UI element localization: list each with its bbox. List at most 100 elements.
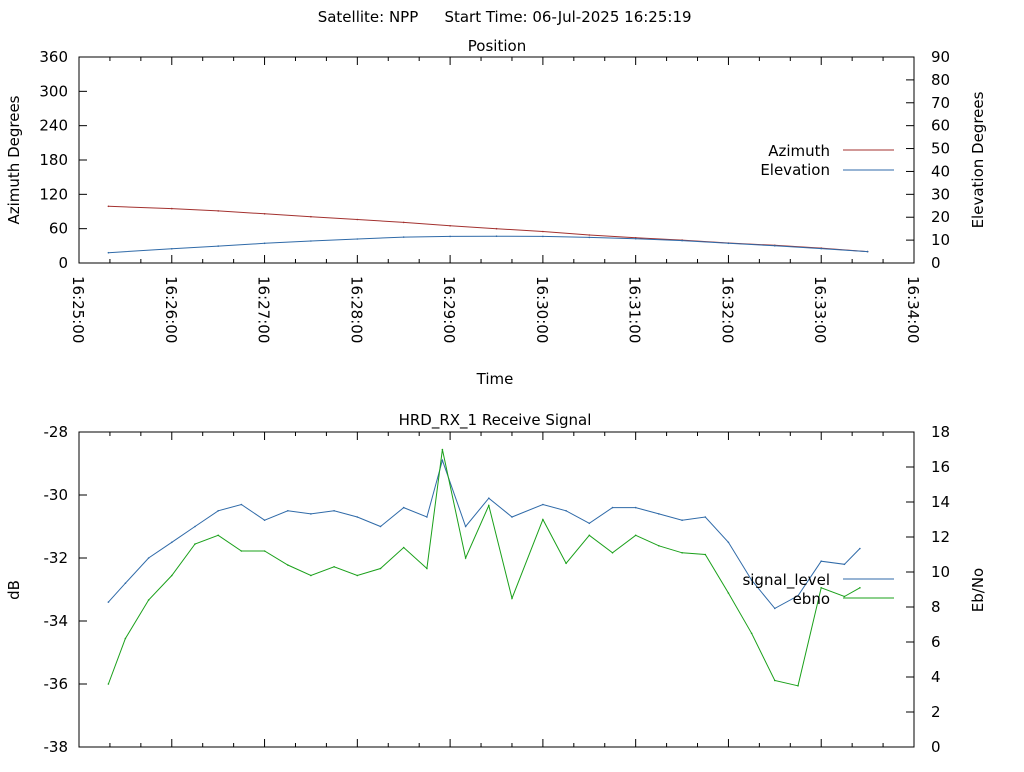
data-point-Elevation xyxy=(681,239,683,242)
data-point-Azimuth xyxy=(449,225,451,227)
x-tick-label: 16:27:00 xyxy=(255,276,273,343)
data-point-Azimuth xyxy=(356,218,359,221)
ebno-axis-label: Eb/No xyxy=(969,568,987,612)
data-point-Elevation xyxy=(263,242,266,245)
data-point-Elevation xyxy=(542,235,544,238)
y2-tick-label: 80 xyxy=(931,71,950,89)
series-line-signal_level xyxy=(108,458,861,610)
data-point-signal_level xyxy=(750,579,753,581)
data-point-ebno xyxy=(797,685,799,687)
data-point-ebno xyxy=(217,534,219,537)
y2-tick-label: 10 xyxy=(931,563,950,581)
x-tick-label: 16:34:00 xyxy=(904,276,922,343)
x-tick-label: 16:31:00 xyxy=(626,276,644,343)
data-point-Elevation xyxy=(634,237,637,240)
y2-tick-label: 60 xyxy=(931,117,950,135)
y-tick-label: -32 xyxy=(44,549,69,567)
y2-tick-label: 0 xyxy=(931,254,941,272)
position-series xyxy=(107,205,869,254)
data-point-signal_level xyxy=(356,516,359,518)
position-axes: 0 60 120 180 240 300 360 0 10 20 30 40 50 60 70 80 90 16:… xyxy=(39,48,950,343)
x-tick-label: 16:26:00 xyxy=(162,276,180,343)
data-point-Elevation xyxy=(356,238,359,240)
data-point-Elevation xyxy=(727,242,730,245)
data-point-ebno xyxy=(356,574,359,577)
satellite-label: Satellite: NPP xyxy=(318,8,419,26)
y-tick-label: 0 xyxy=(58,254,68,272)
y2-tick-label: 16 xyxy=(931,458,950,476)
data-point-ebno xyxy=(379,567,382,570)
y2-tick-label: 8 xyxy=(931,598,941,616)
data-point-ebno xyxy=(611,552,614,554)
data-point-ebno xyxy=(859,587,861,589)
data-point-ebno xyxy=(240,550,243,552)
x-tick-label: 16:28:00 xyxy=(347,276,365,343)
data-point-ebno xyxy=(750,632,753,635)
data-point-signal_level xyxy=(464,525,467,528)
data-point-signal_level xyxy=(681,519,683,521)
data-point-signal_level xyxy=(634,506,637,509)
data-point-ebno xyxy=(588,534,591,537)
y2-tick-label: 50 xyxy=(931,140,950,158)
data-point-signal_level xyxy=(333,510,335,512)
y2-tick-label: 18 xyxy=(931,423,950,441)
y-tick-label: 300 xyxy=(39,82,68,100)
data-point-signal_level xyxy=(441,459,444,462)
y2-tick-label: 14 xyxy=(931,493,950,511)
data-point-signal_level xyxy=(797,595,799,597)
y2-tick-label: 10 xyxy=(931,231,950,249)
elevation-axis-label: Elevation Degrees xyxy=(969,91,987,228)
data-point-signal_level xyxy=(147,557,150,559)
signal-legend: signal_level ebno xyxy=(742,571,894,608)
y2-tick-label: 70 xyxy=(931,94,950,112)
data-point-signal_level xyxy=(194,525,196,528)
y2-tick-label: 6 xyxy=(931,633,941,651)
data-point-signal_level xyxy=(820,560,822,562)
data-point-ebno xyxy=(287,564,289,566)
data-point-ebno xyxy=(565,562,567,565)
legend-azimuth-label: Azimuth xyxy=(768,142,830,160)
legend-elevation-label: Elevation xyxy=(760,161,830,179)
data-point-Azimuth xyxy=(171,207,173,210)
data-point-Azimuth xyxy=(542,230,544,233)
data-point-Elevation xyxy=(217,245,219,247)
y-tick-label: -38 xyxy=(44,738,69,756)
data-point-Elevation xyxy=(495,235,498,237)
y-tick-label: -30 xyxy=(44,486,69,504)
y2-tick-label: 2 xyxy=(931,703,941,721)
data-point-Azimuth xyxy=(310,215,312,218)
y-tick-label: 120 xyxy=(39,185,68,203)
data-point-ebno xyxy=(843,595,846,598)
data-point-signal_level xyxy=(658,513,660,515)
data-point-ebno xyxy=(464,557,467,559)
azimuth-axis-label: Azimuth Degrees xyxy=(5,95,23,224)
x-tick-label: 16:33:00 xyxy=(811,276,829,343)
data-point-signal_level xyxy=(124,582,127,584)
data-point-signal_level xyxy=(171,541,173,544)
y2-tick-label: 30 xyxy=(931,185,950,203)
data-point-ebno xyxy=(333,566,335,568)
data-point-ebno xyxy=(681,552,683,554)
signal-plot-frame xyxy=(78,431,915,748)
data-point-ebno xyxy=(658,545,660,547)
data-point-ebno xyxy=(488,504,490,507)
y2-tick-label: 20 xyxy=(931,208,950,226)
series-line-ebno xyxy=(107,449,861,687)
position-chart-title: Position xyxy=(468,37,526,55)
x-tick-label: 16:30:00 xyxy=(533,276,551,343)
position-legend: Azimuth Elevation xyxy=(760,142,894,179)
data-point-ebno xyxy=(171,574,173,577)
data-point-ebno xyxy=(441,448,444,451)
data-point-signal_level xyxy=(727,541,730,544)
data-point-Elevation xyxy=(171,248,173,250)
db-axis-label: dB xyxy=(5,580,23,600)
y-tick-label: 360 xyxy=(39,48,68,66)
y2-tick-label: 0 xyxy=(931,738,941,756)
start-time-label: Start Time: 06-Jul-2025 16:25:19 xyxy=(444,8,691,26)
data-point-ebno xyxy=(263,550,266,552)
legend-signal-level-label: signal_level xyxy=(742,571,830,590)
data-point-signal_level xyxy=(379,525,382,528)
x-tick-label: 16:25:00 xyxy=(69,276,87,343)
data-point-signal_level xyxy=(611,506,614,509)
